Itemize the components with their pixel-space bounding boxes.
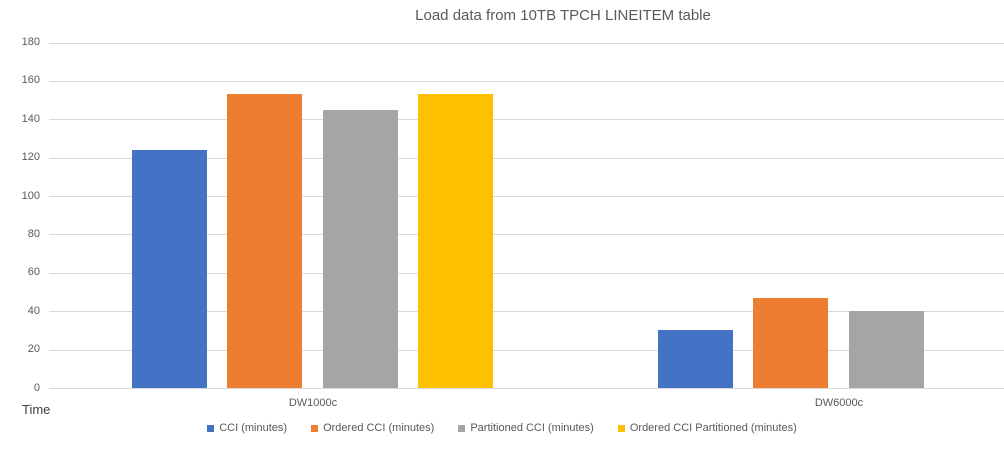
y-tick-label: 60 — [27, 266, 40, 278]
bar-DW6000c-series-2 — [849, 311, 924, 388]
legend-item-0: CCI (minutes) — [207, 422, 287, 434]
legend-swatch-icon — [311, 424, 319, 432]
y-tick-label: 160 — [21, 74, 40, 86]
legend-swatch-icon — [207, 424, 215, 432]
gridline-y-60 — [49, 273, 1004, 274]
gridline-y-180 — [49, 43, 1004, 44]
gridline-y-140 — [49, 119, 1004, 120]
legend-item-3: Ordered CCI Partitioned (minutes) — [617, 422, 797, 434]
y-tick-label: 80 — [27, 228, 40, 240]
legend-label: Partitioned CCI (minutes) — [470, 422, 594, 434]
gridline-y-80 — [49, 234, 1004, 235]
legend-label: CCI (minutes) — [219, 422, 288, 434]
bar-DW1000c-series-2 — [323, 110, 398, 388]
legend-label: Ordered CCI Partitioned (minutes) — [629, 422, 797, 434]
chart-title: Load data from 10TB TPCH LINEITEM table — [415, 7, 711, 24]
y-tick-label: 40 — [27, 305, 40, 317]
y-tick-label: 100 — [21, 190, 40, 202]
gridline-y-40 — [49, 311, 1004, 312]
bar-DW1000c-series-1 — [227, 94, 302, 388]
bar-DW6000c-series-1 — [753, 298, 828, 388]
gridline-y-0 — [49, 388, 1004, 389]
y-tick-label: 140 — [21, 113, 40, 125]
legend: CCI (minutes) Ordered CCI (minutes) Partit… — [0, 422, 1004, 434]
bar-DW6000c-series-0 — [658, 330, 733, 388]
gridline-y-160 — [49, 81, 1004, 82]
gridline-y-20 — [49, 350, 1004, 351]
y-tick-label: 120 — [21, 151, 40, 163]
legend-label: Ordered CCI (minutes) — [323, 422, 435, 434]
bar-DW1000c-series-3 — [418, 94, 493, 388]
category-label-DW1000c: DW1000c — [288, 397, 338, 409]
legend-swatch-icon — [458, 424, 466, 432]
legend-item-1: Ordered CCI (minutes) — [311, 422, 434, 434]
y-tick-label: 0 — [33, 382, 40, 394]
bar-DW1000c-series-0 — [132, 150, 207, 388]
gridline-y-120 — [49, 158, 1004, 159]
gridline-y-100 — [49, 196, 1004, 197]
y-axis-title: Time — [22, 402, 51, 417]
legend-swatch-icon — [617, 424, 625, 432]
legend-item-2: Partitioned CCI (minutes) — [458, 422, 594, 434]
y-tick-label: 180 — [21, 36, 40, 48]
y-tick-label: 20 — [27, 343, 40, 355]
category-label-DW6000c: DW6000c — [814, 397, 864, 409]
